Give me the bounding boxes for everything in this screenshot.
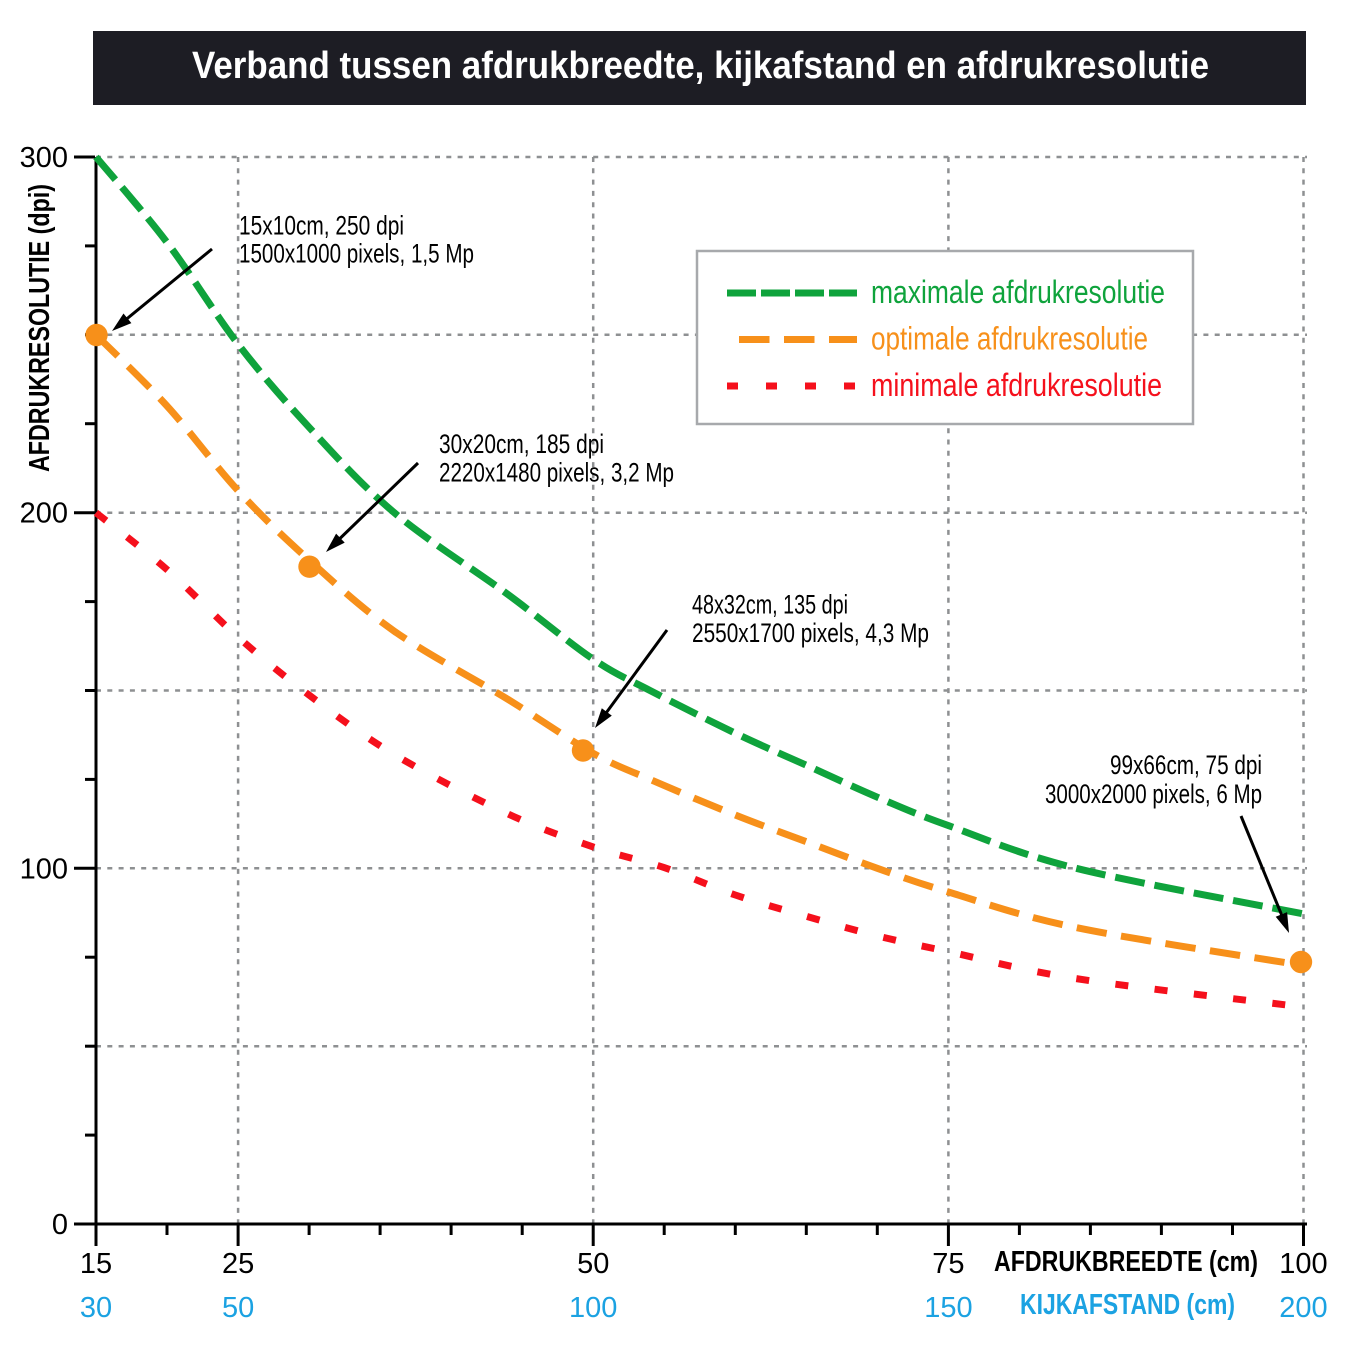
svg-text:48x32cm, 135 dpi: 48x32cm, 135 dpi [692,589,848,619]
svg-text:200: 200 [20,498,68,530]
svg-text:15x10cm, 250 dpi: 15x10cm, 250 dpi [239,211,404,241]
svg-text:100: 100 [569,1292,617,1324]
svg-text:75: 75 [932,1248,964,1280]
svg-text:0: 0 [52,1209,68,1241]
svg-text:2550x1700 pixels, 4,3 Mp: 2550x1700 pixels, 4,3 Mp [692,618,929,648]
svg-text:Verband tussen afdrukbreedte,: Verband tussen afdrukbreedte, kijkafstan… [192,45,1209,87]
svg-text:maximale afdrukresolutie: maximale afdrukresolutie [871,274,1165,310]
svg-text:300: 300 [20,142,68,174]
svg-text:200: 200 [1279,1292,1327,1324]
svg-text:100: 100 [1279,1248,1327,1280]
svg-text:AFDRUKBREEDTE (cm): AFDRUKBREEDTE (cm) [994,1246,1258,1278]
svg-text:KIJKAFSTAND (cm): KIJKAFSTAND (cm) [1020,1289,1235,1321]
svg-text:30: 30 [80,1292,112,1324]
svg-text:optimale afdrukresolutie: optimale afdrukresolutie [871,321,1148,357]
svg-text:15: 15 [80,1248,112,1280]
svg-text:30x20cm, 185 dpi: 30x20cm, 185 dpi [439,429,604,459]
svg-text:50: 50 [222,1292,254,1324]
svg-text:AFDRUKRESOLUTIE (dpi): AFDRUKRESOLUTIE (dpi) [24,184,56,472]
svg-text:50: 50 [577,1248,609,1280]
svg-text:25: 25 [222,1248,254,1280]
svg-text:1500x1000 pixels, 1,5 Mp: 1500x1000 pixels, 1,5 Mp [239,238,474,268]
svg-text:minimale afdrukresolutie: minimale afdrukresolutie [871,367,1162,403]
svg-text:150: 150 [924,1292,972,1324]
svg-text:2220x1480 pixels, 3,2 Mp: 2220x1480 pixels, 3,2 Mp [439,457,674,487]
svg-text:99x66cm, 75 dpi: 99x66cm, 75 dpi [1110,750,1262,780]
svg-text:3000x2000 pixels, 6 Mp: 3000x2000 pixels, 6 Mp [1045,779,1262,809]
svg-text:100: 100 [20,853,68,885]
